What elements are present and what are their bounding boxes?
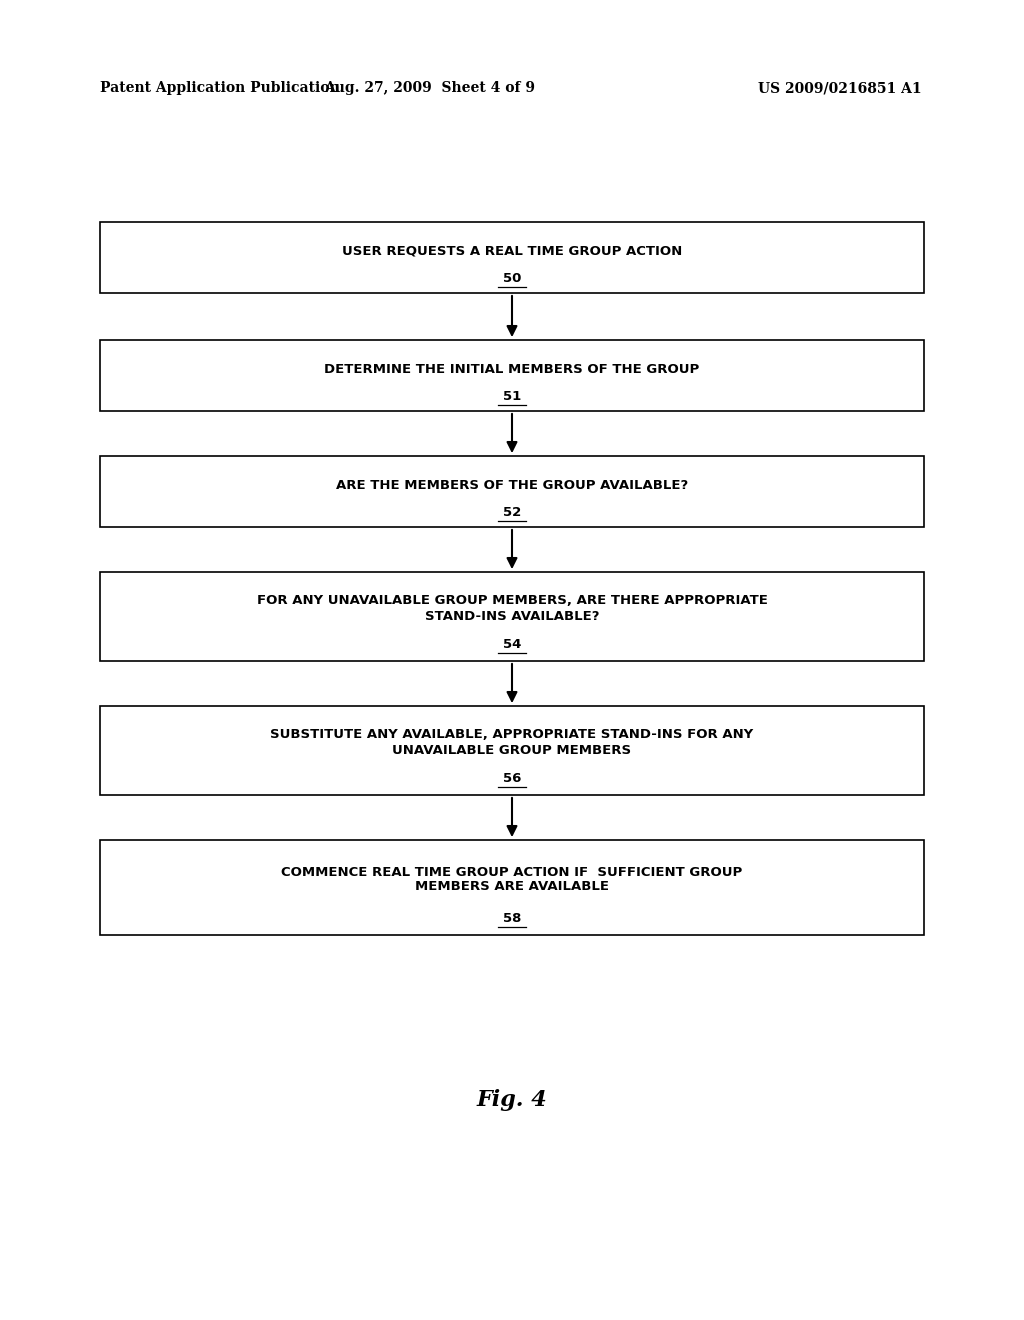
Text: 50: 50 (503, 272, 521, 285)
Text: 52: 52 (503, 507, 521, 520)
Text: Patent Application Publication: Patent Application Publication (100, 81, 340, 95)
Text: 56: 56 (503, 772, 521, 785)
Text: 51: 51 (503, 391, 521, 404)
Text: SUBSTITUTE ANY AVAILABLE, APPROPRIATE STAND-INS FOR ANY
UNAVAILABLE GROUP MEMBER: SUBSTITUTE ANY AVAILABLE, APPROPRIATE ST… (270, 729, 754, 756)
Text: Aug. 27, 2009  Sheet 4 of 9: Aug. 27, 2009 Sheet 4 of 9 (325, 81, 536, 95)
Bar (100, 706, 924, 795)
Bar (100, 341, 924, 411)
Text: FOR ANY UNAVAILABLE GROUP MEMBERS, ARE THERE APPROPRIATE
STAND-INS AVAILABLE?: FOR ANY UNAVAILABLE GROUP MEMBERS, ARE T… (257, 594, 767, 623)
Text: 54: 54 (503, 639, 521, 652)
Bar (100, 455, 924, 527)
Text: USER REQUESTS A REAL TIME GROUP ACTION: USER REQUESTS A REAL TIME GROUP ACTION (342, 246, 682, 257)
Text: US 2009/0216851 A1: US 2009/0216851 A1 (758, 81, 922, 95)
Text: DETERMINE THE INITIAL MEMBERS OF THE GROUP: DETERMINE THE INITIAL MEMBERS OF THE GRO… (325, 363, 699, 376)
Text: 58: 58 (503, 912, 521, 925)
Bar (100, 572, 924, 661)
Bar (100, 222, 924, 293)
Bar (100, 840, 924, 935)
Text: COMMENCE REAL TIME GROUP ACTION IF  SUFFICIENT GROUP
MEMBERS ARE AVAILABLE: COMMENCE REAL TIME GROUP ACTION IF SUFFI… (282, 866, 742, 894)
Text: Fig. 4: Fig. 4 (476, 1089, 548, 1111)
Text: ARE THE MEMBERS OF THE GROUP AVAILABLE?: ARE THE MEMBERS OF THE GROUP AVAILABLE? (336, 479, 688, 492)
